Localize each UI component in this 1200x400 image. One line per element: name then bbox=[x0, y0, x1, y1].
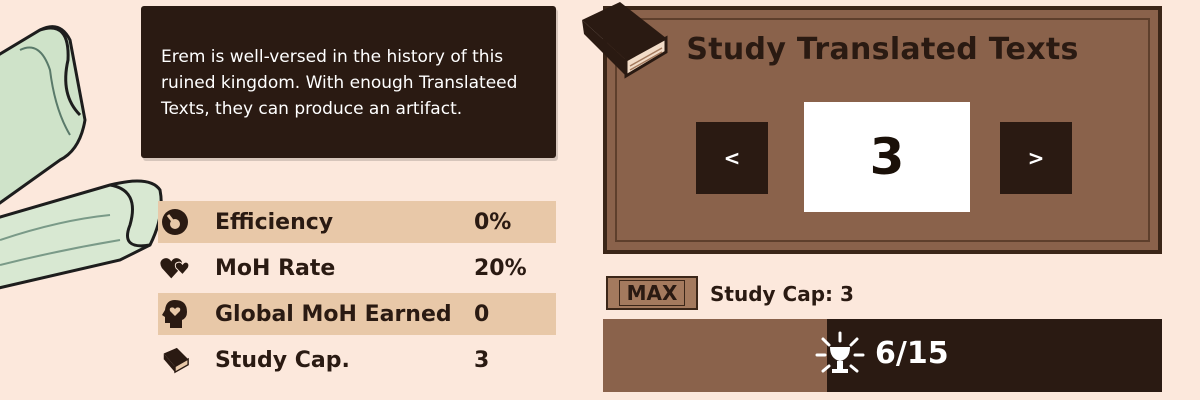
stat-label: Global MoH Earned bbox=[215, 301, 452, 327]
stat-row-global-moh: Global MoH Earned 0 bbox=[158, 293, 556, 335]
max-badge: MAX bbox=[606, 276, 698, 310]
stat-label: Efficiency bbox=[215, 209, 334, 235]
stat-row-moh-rate: MoH Rate 20% bbox=[158, 247, 556, 289]
study-panel: Study Translated Texts < 3 > bbox=[603, 6, 1162, 254]
study-panel-frame bbox=[615, 18, 1150, 242]
scroll-illustration-icon bbox=[0, 25, 163, 290]
stat-row-efficiency: Efficiency 0% bbox=[158, 201, 556, 243]
book-icon bbox=[582, 2, 668, 79]
book-icon bbox=[160, 345, 190, 375]
progress-fill bbox=[603, 319, 827, 392]
study-cap-text: Study Cap: 3 bbox=[710, 282, 854, 306]
stat-value: 20% bbox=[474, 255, 527, 281]
quantity-display: 3 bbox=[804, 102, 970, 212]
stat-label: MoH Rate bbox=[215, 255, 336, 281]
stat-value: 0% bbox=[474, 209, 512, 235]
progress-text: 6/15 bbox=[875, 336, 949, 371]
stat-row-study-cap: Study Cap. 3 bbox=[158, 339, 556, 381]
hearts-icon bbox=[160, 253, 190, 283]
progress-bar: 6/15 bbox=[603, 319, 1162, 392]
description-text: Erem is well-versed in the history of th… bbox=[161, 47, 518, 119]
stat-value: 3 bbox=[474, 347, 490, 373]
head-heart-icon bbox=[160, 299, 190, 329]
stat-value: 0 bbox=[474, 301, 490, 327]
description-box: Erem is well-versed in the history of th… bbox=[141, 6, 556, 158]
increase-button[interactable]: > bbox=[1000, 122, 1072, 194]
burst-trophy-icon bbox=[815, 331, 865, 373]
study-title: Study Translated Texts bbox=[686, 32, 1079, 67]
efficiency-gauge-icon bbox=[160, 207, 190, 237]
decrease-button[interactable]: < bbox=[696, 122, 768, 194]
max-badge-label: MAX bbox=[618, 280, 686, 306]
stat-label: Study Cap. bbox=[215, 347, 350, 373]
